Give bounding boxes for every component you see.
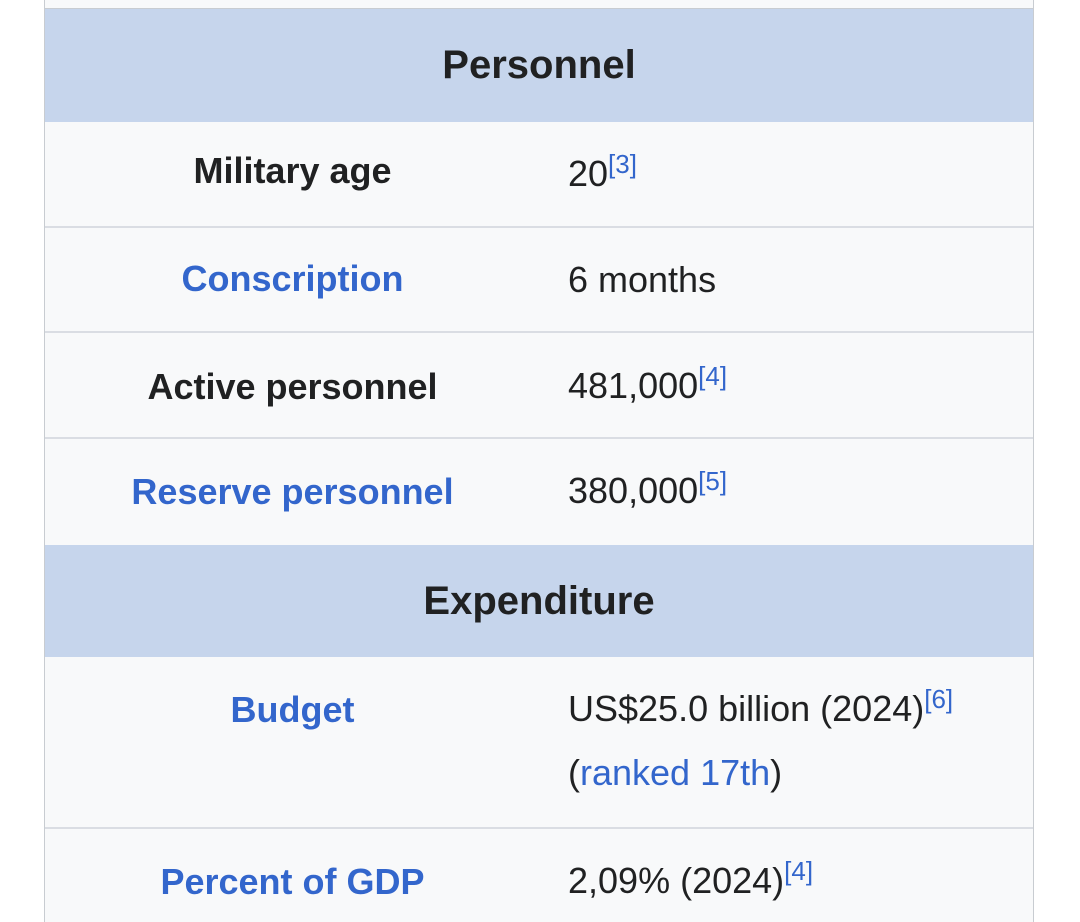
row-military-age: Military age 20[3] xyxy=(45,122,1033,228)
section-title: Personnel xyxy=(442,43,636,87)
row-value: 380,000[5] xyxy=(568,459,1013,523)
reference-link[interactable]: [4] xyxy=(784,856,814,886)
rank-link[interactable]: ranked 17th xyxy=(580,752,771,793)
row-label-link[interactable]: Reserve personnel xyxy=(131,471,454,512)
row-value: 20[3] xyxy=(568,142,1013,206)
row-value: US$25.0 billion (2024)[6] (ranked 17th) xyxy=(568,677,1013,805)
value-text: 380,000 xyxy=(568,470,699,511)
row-label-link[interactable]: Budget xyxy=(230,689,355,730)
row-label: Active personnel xyxy=(147,366,438,407)
row-value: 481,000[4] xyxy=(568,354,1013,418)
paren-open: ( xyxy=(568,752,580,793)
section-header-expenditure: Expenditure xyxy=(45,545,1033,657)
section-header-personnel: Personnel xyxy=(45,9,1033,122)
reference-link[interactable]: [3] xyxy=(608,149,637,179)
military-infobox: Personnel Military age 20[3] Conscriptio… xyxy=(44,0,1034,922)
row-budget: Budget US$25.0 billion (2024)[6] (ranked… xyxy=(45,657,1033,829)
row-value: 6 months xyxy=(568,248,1013,312)
reference-link[interactable]: [4] xyxy=(698,361,728,391)
value-text: 2,09% (2024) xyxy=(568,860,785,901)
row-label: Military age xyxy=(193,150,392,191)
value-text: 6 months xyxy=(568,259,717,300)
row-conscription: Conscription 6 months xyxy=(45,228,1033,333)
row-label-link[interactable]: Percent of GDP xyxy=(160,861,425,902)
section-title: Expenditure xyxy=(423,578,655,623)
value-text: 20 xyxy=(568,153,609,194)
infobox-top-edge xyxy=(45,0,1033,9)
value-text: 481,000 xyxy=(568,365,699,406)
reference-link[interactable]: [5] xyxy=(698,466,728,496)
row-active-personnel: Active personnel 481,000[4] xyxy=(45,333,1033,439)
paren-close: ) xyxy=(770,752,783,793)
value-text: US$25.0 billion (2024) xyxy=(568,688,925,729)
reference-link[interactable]: [6] xyxy=(924,684,954,714)
row-label-link[interactable]: Conscription xyxy=(181,258,404,299)
row-percent-of-gdp: Percent of GDP 2,09% (2024)[4] xyxy=(45,829,1033,922)
row-reserve-personnel: Reserve personnel 380,000[5] xyxy=(45,439,1033,543)
row-value: 2,09% (2024)[4] xyxy=(568,849,1013,913)
